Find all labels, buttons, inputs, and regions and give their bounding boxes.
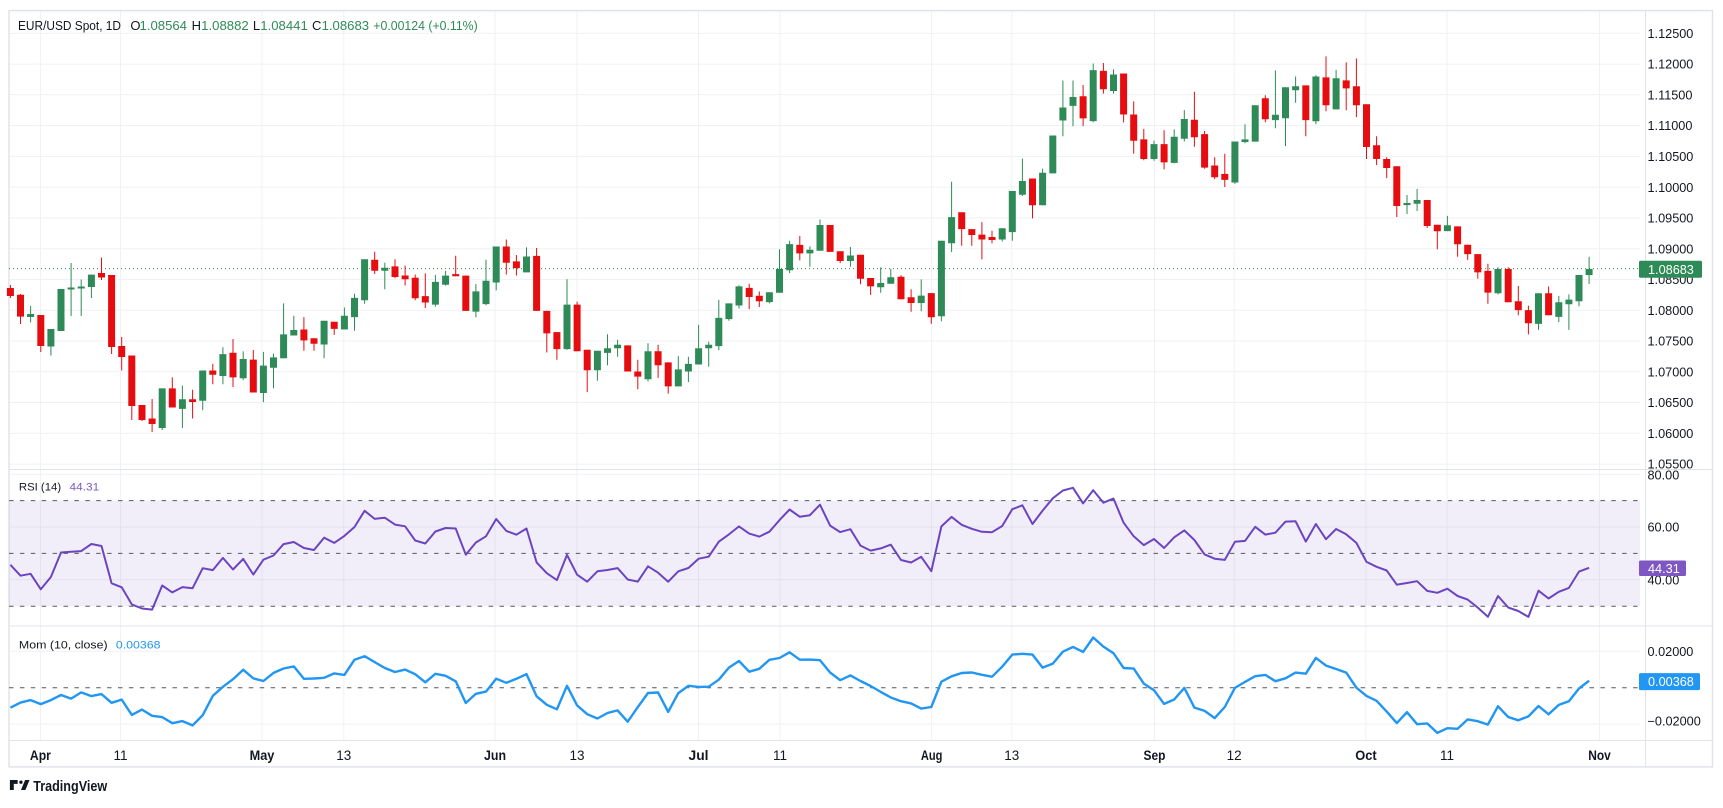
svg-text:1.06000: 1.06000	[1648, 427, 1694, 441]
svg-text:13: 13	[336, 748, 351, 763]
svg-text:1.11000: 1.11000	[1648, 119, 1693, 133]
svg-text:1.08441: 1.08441	[260, 18, 308, 33]
svg-text:1.08683: 1.08683	[322, 18, 370, 33]
svg-text:Sep: Sep	[1144, 748, 1166, 763]
svg-text:H: H	[192, 18, 201, 33]
svg-text:1.05500: 1.05500	[1648, 458, 1694, 472]
svg-text:60.00: 60.00	[1648, 521, 1680, 535]
svg-text:Jun: Jun	[484, 748, 506, 763]
svg-text:1.06500: 1.06500	[1648, 396, 1694, 410]
svg-text:EUR/USD Spot, 1D: EUR/USD Spot, 1D	[18, 18, 121, 33]
svg-text:Apr: Apr	[30, 748, 52, 763]
svg-text:May: May	[250, 748, 275, 763]
svg-text:1.12500: 1.12500	[1648, 27, 1694, 41]
svg-text:Aug: Aug	[921, 748, 943, 763]
svg-text:1.10500: 1.10500	[1648, 150, 1694, 164]
svg-text:13: 13	[569, 748, 584, 763]
svg-text:−0.02000: −0.02000	[1648, 715, 1701, 729]
svg-text:TradingView: TradingView	[33, 779, 108, 795]
svg-text:RSI (14): RSI (14)	[19, 482, 61, 494]
svg-text:1.09000: 1.09000	[1648, 242, 1694, 256]
svg-text:1.08000: 1.08000	[1648, 304, 1694, 318]
svg-text:0.00368: 0.00368	[116, 639, 161, 651]
svg-text:1.11500: 1.11500	[1648, 88, 1693, 102]
svg-text:12: 12	[1227, 748, 1242, 763]
svg-text:44.31: 44.31	[1648, 562, 1680, 576]
svg-text:0.00368: 0.00368	[1648, 675, 1694, 689]
svg-text:O: O	[130, 18, 140, 33]
svg-text:40.00: 40.00	[1648, 573, 1680, 587]
svg-text:13: 13	[1004, 748, 1019, 763]
svg-text:+0.00124 (+0.11%): +0.00124 (+0.11%)	[373, 18, 477, 33]
svg-text:11: 11	[773, 748, 787, 763]
svg-text:Nov: Nov	[1588, 748, 1611, 763]
svg-text:1.08683: 1.08683	[1648, 263, 1694, 277]
svg-text:1.08882: 1.08882	[201, 18, 249, 33]
svg-text:Mom (10, close): Mom (10, close)	[19, 639, 108, 651]
svg-text:80.00: 80.00	[1648, 468, 1680, 482]
svg-text:1.07500: 1.07500	[1648, 335, 1694, 349]
svg-text:1.07000: 1.07000	[1648, 365, 1694, 379]
svg-text:1.08564: 1.08564	[140, 18, 188, 33]
svg-text:Jul: Jul	[689, 748, 709, 763]
svg-text:44.31: 44.31	[70, 482, 100, 494]
svg-text:1.09500: 1.09500	[1648, 212, 1694, 226]
svg-text:L: L	[253, 18, 260, 33]
svg-text:Oct: Oct	[1355, 748, 1377, 763]
svg-text:1.12000: 1.12000	[1648, 58, 1694, 72]
svg-text:C: C	[312, 18, 321, 33]
svg-text:0.02000: 0.02000	[1648, 645, 1694, 659]
svg-text:1.10000: 1.10000	[1648, 181, 1694, 195]
svg-text:11: 11	[1440, 748, 1454, 763]
svg-text:11: 11	[113, 748, 127, 763]
